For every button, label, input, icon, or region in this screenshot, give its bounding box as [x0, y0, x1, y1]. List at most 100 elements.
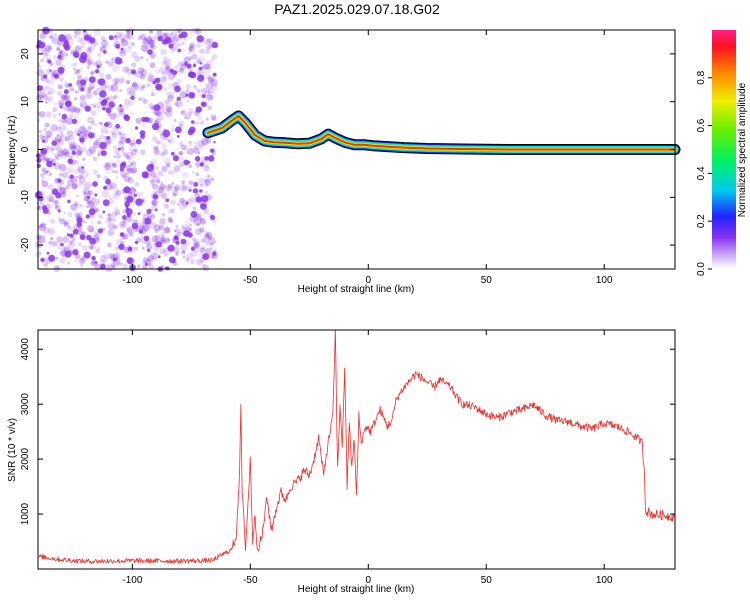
- noise-blob: [195, 196, 202, 203]
- noise-blob: [177, 42, 182, 47]
- noise-blob: [149, 178, 155, 184]
- noise-blob: [137, 212, 141, 216]
- noise-blob: [130, 168, 136, 174]
- x-tick-label: 100: [596, 275, 613, 286]
- noise-blob: [151, 158, 158, 165]
- noise-blob: [107, 212, 111, 216]
- noise-blob: [128, 187, 132, 192]
- noise-blob: [70, 62, 75, 67]
- noise-blob: [80, 140, 85, 145]
- noise-blob: [76, 226, 82, 233]
- noise-blob: [211, 54, 218, 60]
- noise-blob: [82, 188, 90, 196]
- noise-blob: [105, 264, 114, 272]
- noise-blob: [57, 39, 65, 46]
- noise-blob: [141, 42, 147, 48]
- noise-blob: [199, 73, 203, 77]
- noise-blob: [85, 255, 89, 259]
- noise-blob: [191, 53, 198, 60]
- noise-blob: [171, 36, 179, 44]
- noise-blob: [78, 242, 82, 246]
- noise-blob: [74, 90, 79, 94]
- noise-blob: [91, 255, 96, 261]
- noise-blob: [155, 68, 161, 74]
- noise-blob: [199, 227, 205, 233]
- noise-blob: [148, 41, 155, 49]
- noise-blob: [126, 227, 132, 233]
- noise-blob: [126, 68, 133, 75]
- noise-blob: [181, 226, 185, 230]
- noise-blob: [69, 155, 73, 159]
- noise-blob: [199, 94, 202, 98]
- noise-blob: [172, 261, 178, 267]
- noise-blob: [85, 92, 92, 100]
- noise-blob: [183, 145, 189, 151]
- noise-blob: [147, 248, 151, 252]
- y-tick-label: 10: [20, 96, 31, 108]
- noise-blob: [76, 108, 80, 112]
- noise-blob: [69, 143, 77, 151]
- noise-blob: [64, 185, 70, 190]
- noise-blob: [48, 91, 52, 95]
- noise-blob: [208, 237, 216, 245]
- noise-blob: [74, 71, 77, 75]
- noise-blob: [206, 232, 210, 236]
- noise-blob: [175, 224, 179, 228]
- noise-blob: [71, 237, 76, 242]
- noise-blob: [175, 126, 182, 134]
- noise-blob: [82, 157, 86, 161]
- noise-blob: [119, 47, 127, 54]
- noise-blob: [151, 182, 155, 186]
- noise-blob: [70, 203, 78, 211]
- noise-blob: [139, 235, 147, 244]
- noise-blob: [183, 159, 190, 166]
- noise-blob: [69, 114, 74, 119]
- noise-blob: [67, 158, 74, 164]
- noise-blob: [115, 189, 122, 196]
- noise-blob: [157, 114, 164, 121]
- noise-blob: [79, 55, 87, 64]
- noise-blob: [125, 204, 129, 208]
- noise-blob: [197, 115, 203, 120]
- noise-blob: [39, 134, 45, 140]
- noise-blob: [75, 149, 83, 157]
- noise-blob: [171, 258, 177, 263]
- noise-blob: [210, 78, 218, 87]
- noise-blob: [149, 61, 156, 68]
- noise-blob: [81, 106, 86, 111]
- noise-blob: [163, 204, 170, 210]
- noise-blob: [93, 90, 98, 96]
- noise-blob: [100, 263, 106, 270]
- noise-blob: [109, 161, 115, 167]
- noise-blob: [177, 30, 182, 34]
- noise-blob: [205, 68, 211, 74]
- noise-blob: [171, 128, 175, 132]
- noise-blob: [196, 59, 201, 65]
- noise-blob: [156, 101, 165, 109]
- noise-blob: [58, 34, 66, 42]
- noise-blob: [114, 209, 121, 216]
- noise-blob: [176, 104, 179, 108]
- noise-blob: [50, 61, 54, 65]
- figure-title: PAZ1.2025.029.07.18.G02: [274, 1, 440, 17]
- noise-blob: [104, 39, 107, 42]
- noise-blob: [157, 35, 164, 42]
- noise-blob: [119, 220, 127, 229]
- noise-blob: [86, 60, 92, 65]
- noise-blob: [92, 156, 98, 162]
- colorbar-tick-label: 0.4: [696, 166, 707, 180]
- noise-blob: [102, 210, 106, 214]
- noise-blob: [146, 38, 154, 45]
- noise-blob: [118, 140, 124, 146]
- noise-blob: [141, 171, 149, 179]
- noise-blob: [97, 246, 101, 249]
- noise-blob: [61, 218, 66, 223]
- noise-blob: [50, 218, 56, 224]
- noise-blob: [171, 125, 174, 128]
- noise-blob: [53, 199, 59, 205]
- noise-blob: [165, 65, 170, 70]
- noise-blob: [96, 174, 101, 179]
- noise-blob: [92, 260, 96, 264]
- noise-blob: [200, 218, 203, 221]
